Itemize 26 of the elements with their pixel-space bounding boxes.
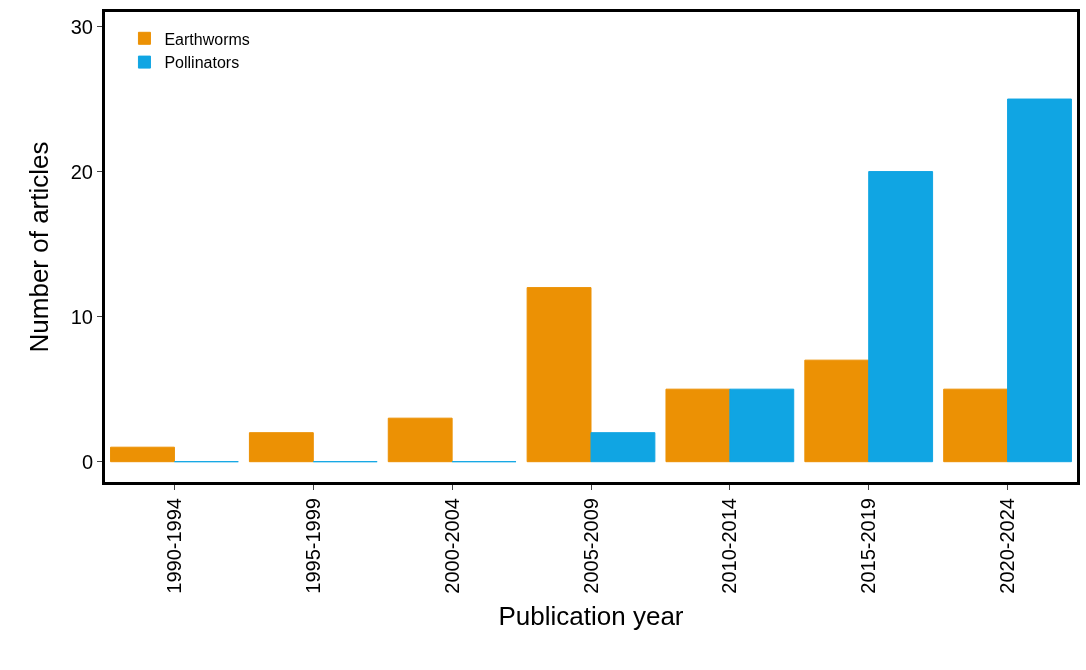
x-tick-label: 1990-1994 — [162, 498, 185, 594]
x-tick-label: 2005-2009 — [579, 498, 602, 594]
x-tick-label: 2010-2014 — [718, 498, 741, 594]
bar — [804, 359, 870, 463]
x-axis-title: Publication year — [498, 601, 684, 632]
legend-label: Earthworms — [164, 30, 250, 48]
bar — [387, 417, 453, 463]
legend-label: Pollinators — [164, 54, 240, 72]
bar — [1007, 98, 1072, 463]
bar — [665, 388, 731, 463]
bar — [590, 432, 656, 463]
y-tick-label: 10 — [70, 305, 93, 328]
y-tick-label: 30 — [70, 15, 93, 38]
x-tick-label: 2020-2024 — [996, 498, 1019, 594]
bar — [110, 446, 175, 463]
y-tick-label: 0 — [81, 450, 93, 473]
bar — [868, 171, 934, 463]
x-tick-label: 2000-2004 — [440, 498, 463, 594]
x-tick-label: 1995-1999 — [301, 498, 324, 594]
bar — [729, 388, 795, 463]
bar — [943, 388, 1009, 463]
bar — [526, 287, 592, 463]
y-axis-title: Number of articles — [24, 141, 55, 353]
y-tick-label: 20 — [70, 160, 93, 183]
x-tick-label: 2015-2019 — [857, 498, 880, 594]
bar — [248, 432, 314, 463]
